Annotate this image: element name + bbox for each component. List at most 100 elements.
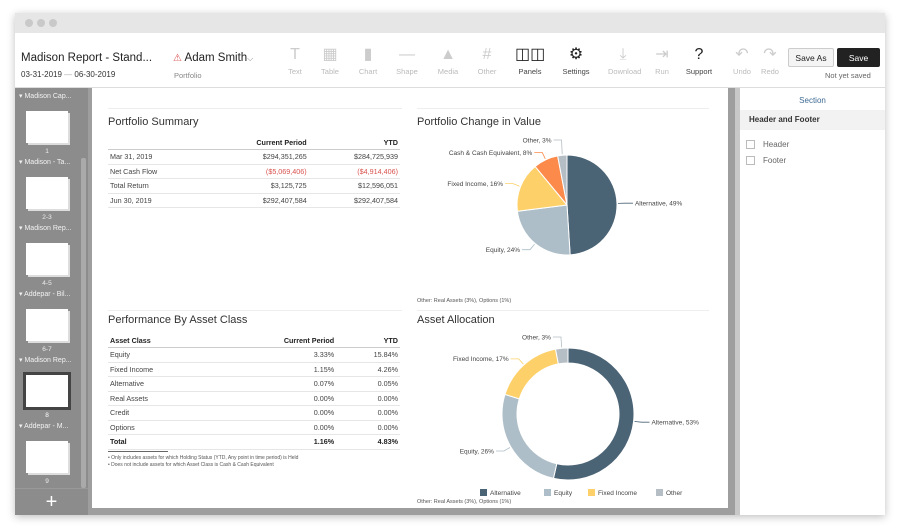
header-checkbox[interactable]: Header xyxy=(746,140,789,150)
footnote: • Does not include assets for which Asse… xyxy=(108,462,274,468)
panels-icon: ◫◫ xyxy=(515,46,546,63)
download-label: Download xyxy=(608,67,642,76)
data-label: Equity, 26% xyxy=(460,448,494,455)
legend-item[interactable]: Alternative xyxy=(490,490,521,497)
portfolio-summary-title: Portfolio Summary xyxy=(108,116,199,128)
close-window-button[interactable] xyxy=(25,19,33,27)
minimize-window-button[interactable] xyxy=(37,19,45,27)
redo-label: Redo xyxy=(761,67,779,76)
run-icon: ⇥ xyxy=(655,46,669,63)
section-name: Madison Cap... xyxy=(24,93,72,100)
shape-button[interactable]: — Shape xyxy=(392,43,422,76)
support-button[interactable]: ? Support xyxy=(684,43,714,76)
data-label: Other, 3% xyxy=(522,334,551,341)
slice-fixed-income[interactable] xyxy=(516,165,568,212)
performance-title: Performance By Asset Class xyxy=(108,314,248,326)
section-name: Addepar - Bil... xyxy=(24,291,71,298)
sidebar-section[interactable]: ▾ Madison Cap... xyxy=(19,93,72,100)
legend-swatch xyxy=(480,489,487,496)
add-page-button[interactable]: + xyxy=(15,488,88,515)
table-cell: Equity xyxy=(108,347,215,363)
media-icon: ▲ xyxy=(440,46,456,63)
page-thumbnail[interactable] xyxy=(26,111,68,143)
page-number: 6-7 xyxy=(42,346,52,353)
table-cell: $292,407,584 xyxy=(308,193,400,208)
footnote: • Only includes assets for which Holding… xyxy=(108,455,299,461)
table-button[interactable]: ▦ Table xyxy=(315,43,345,76)
data-label: Other, 3% xyxy=(523,137,552,144)
media-button[interactable]: ▲ Media xyxy=(433,43,463,76)
table-cell: 4.26% xyxy=(336,362,400,377)
sidebar-section[interactable]: ▾ Madison Rep... xyxy=(19,225,72,232)
page-thumbnail[interactable] xyxy=(26,177,68,209)
sidebar-scrollbar[interactable] xyxy=(81,158,86,488)
header-footer-heading: Header and Footer xyxy=(740,110,885,130)
sidebar-section[interactable]: ▾ Addepar - Bil... xyxy=(19,291,71,298)
table-cell: $12,596,051 xyxy=(308,178,400,194)
shape-icon: — xyxy=(399,46,415,63)
maximize-window-button[interactable] xyxy=(49,19,57,27)
table-cell: Total Return xyxy=(108,178,206,194)
redo-button[interactable]: ↷ Redo xyxy=(755,43,785,76)
text-button[interactable]: T Text xyxy=(280,43,310,76)
tab-section[interactable]: Section xyxy=(799,96,826,105)
slice-fixed-income[interactable] xyxy=(504,348,559,400)
sidebar-section[interactable]: ▾ Madison - Ta... xyxy=(19,159,71,166)
column-header: Asset Class xyxy=(108,333,215,348)
save-as-button[interactable]: Save As xyxy=(788,48,834,67)
slice-other[interactable] xyxy=(554,347,569,365)
page-thumbnail[interactable] xyxy=(23,372,71,410)
start-date: 03-31-2019 xyxy=(21,70,62,79)
table-row: Credit 0.00% 0.00% xyxy=(108,405,400,421)
portfolio-selector[interactable]: ⚠ Adam Smith⌵ xyxy=(173,52,253,64)
sidebar-section[interactable]: ▾ Addepar - M... xyxy=(19,423,69,430)
data-label: Equity, 24% xyxy=(486,247,520,254)
chart-button[interactable]: ▮ Chart xyxy=(353,43,383,76)
settings-button[interactable]: ⚙ Settings xyxy=(561,43,591,76)
table-row: Jun 30, 2019 $292,407,584 $292,407,584 xyxy=(108,193,400,208)
table-cell: Net Cash Flow xyxy=(108,164,206,179)
page-thumbnail[interactable] xyxy=(26,309,68,341)
slice-other[interactable] xyxy=(557,154,568,206)
download-button[interactable]: ⤓ Download xyxy=(608,43,642,76)
footer-checkbox-label: Footer xyxy=(763,156,787,165)
checkbox-icon xyxy=(746,156,755,166)
sidebar-section[interactable]: ▾ Madison Rep... xyxy=(19,357,72,364)
slice-alternative[interactable] xyxy=(566,154,618,256)
table-cell: 0.00% xyxy=(214,391,337,406)
label-leader-line xyxy=(553,139,563,155)
properties-panel: Section Header and Footer Header Footer xyxy=(735,88,885,515)
save-button[interactable]: Save xyxy=(837,48,880,67)
legend-swatch xyxy=(588,489,595,496)
panels-button[interactable]: ◫◫ Panels xyxy=(515,43,545,76)
panels-label: Panels xyxy=(518,67,542,76)
redo-icon: ↷ xyxy=(763,46,777,63)
page-number: 8 xyxy=(45,412,49,419)
page-thumbnail[interactable] xyxy=(26,441,68,473)
other-button[interactable]: # Other xyxy=(472,43,502,76)
undo-button[interactable]: ↶ Undo xyxy=(727,43,757,76)
column-header: YTD xyxy=(336,333,400,348)
slice-alternative[interactable] xyxy=(552,347,635,481)
report-title[interactable]: Madison Report - Stand... xyxy=(21,52,153,64)
footer-checkbox[interactable]: Footer xyxy=(746,156,787,166)
chevron-down-icon: ⌵ xyxy=(247,54,254,63)
page-thumbnail[interactable] xyxy=(26,243,68,275)
date-range[interactable]: 03-31-2019 — 06-30-2019 xyxy=(21,70,115,79)
table-cell: 15.84% xyxy=(336,347,400,363)
label-leader-line xyxy=(510,358,524,365)
slice-equity[interactable] xyxy=(516,204,571,256)
column-header: Current Period xyxy=(205,135,309,150)
support-label: Support xyxy=(685,67,713,76)
legend-item[interactable]: Other xyxy=(666,490,683,497)
run-button[interactable]: ⇥ Run xyxy=(647,43,677,76)
slice-equity[interactable] xyxy=(501,393,558,479)
text-icon: T xyxy=(290,46,300,63)
legend-item[interactable]: Equity xyxy=(554,490,573,497)
settings-icon: ⚙ xyxy=(568,46,584,63)
table-cell: 0.00% xyxy=(336,405,400,421)
column-header: YTD xyxy=(308,135,400,150)
legend-item[interactable]: Fixed Income xyxy=(598,490,637,497)
table-cell: 1.15% xyxy=(214,362,337,377)
label-leader-line xyxy=(505,183,520,187)
